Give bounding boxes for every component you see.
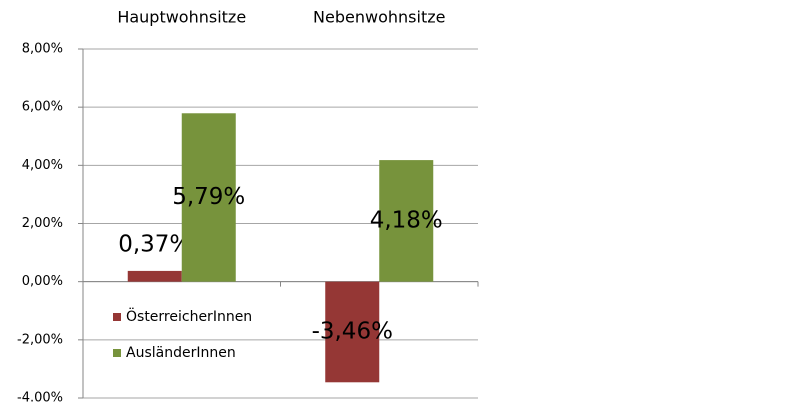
bar (181, 113, 236, 282)
y-tick-label: 8,00% (22, 42, 63, 57)
value-label: -3,46% (312, 318, 393, 344)
value-label: 0,37% (118, 231, 191, 257)
y-tick-label: 0,00% (22, 274, 63, 289)
legend-label: AusländerInnen (126, 345, 236, 361)
bar (127, 270, 182, 282)
category-label: Nebenwohnsitze (313, 8, 445, 27)
category-label: Hauptwohnsitze (117, 8, 246, 27)
value-label: 4,18% (370, 207, 443, 233)
y-tick-label: 2,00% (22, 216, 63, 231)
bar (379, 160, 434, 282)
value-label: 5,79% (172, 184, 245, 210)
legend-swatch (113, 349, 121, 357)
legend-swatch (113, 313, 121, 321)
y-tick-label: -4.00% (17, 391, 63, 403)
y-tick-label: 4,00% (22, 158, 63, 173)
y-tick-label: 6,00% (22, 100, 63, 115)
bar (325, 281, 380, 383)
y-tick-label: -2,00% (17, 332, 63, 347)
legend-label: ÖsterreicherInnen (126, 307, 252, 325)
